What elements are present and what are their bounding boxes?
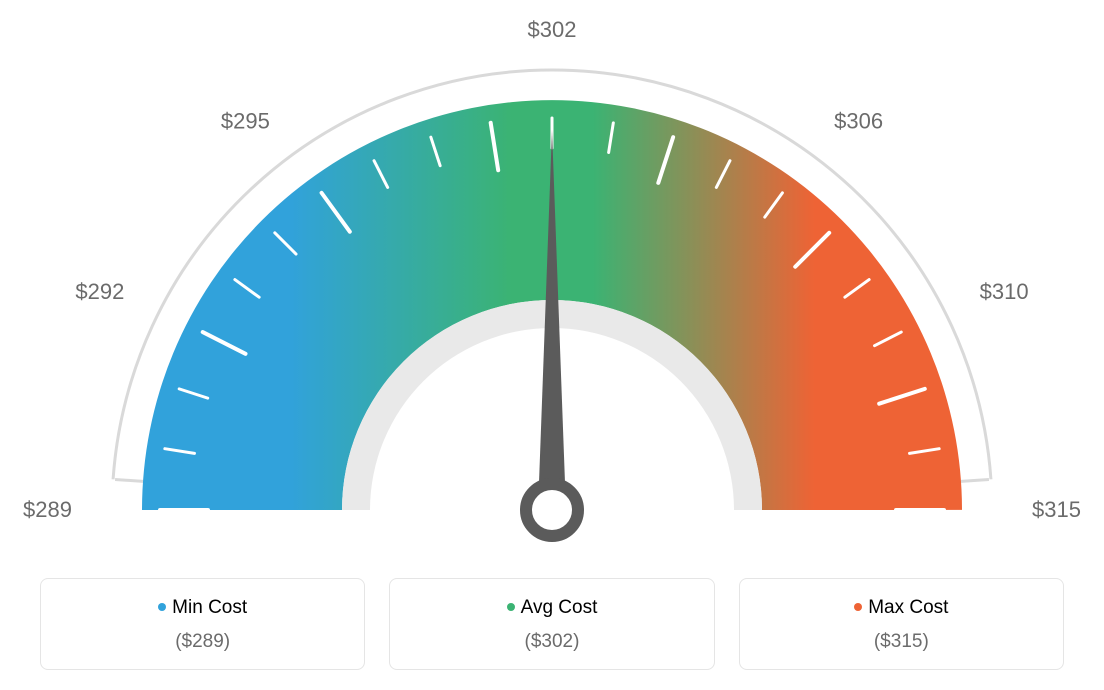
svg-text:$315: $315: [1032, 497, 1081, 522]
svg-text:$302: $302: [528, 17, 577, 42]
legend-value-max: ($315): [750, 631, 1053, 653]
legend-title-max: Max Cost: [868, 597, 948, 618]
svg-text:$310: $310: [980, 279, 1029, 304]
legend-row: Min Cost ($289) Avg Cost ($302) Max Cost…: [40, 578, 1064, 670]
legend-title-avg: Avg Cost: [521, 597, 598, 618]
legend-card-avg: Avg Cost ($302): [389, 578, 714, 670]
legend-title-min: Min Cost: [172, 597, 247, 618]
legend-value-avg: ($302): [400, 631, 703, 653]
legend-card-min: Min Cost ($289): [40, 578, 365, 670]
legend-value-min: ($289): [51, 631, 354, 653]
svg-text:$295: $295: [221, 109, 270, 134]
dot-avg: [507, 603, 515, 611]
dot-min: [158, 603, 166, 611]
legend-card-max: Max Cost ($315): [739, 578, 1064, 670]
svg-text:$289: $289: [23, 497, 72, 522]
svg-text:$306: $306: [834, 109, 883, 134]
dot-max: [854, 603, 862, 611]
cost-gauge-chart: $289 $292 $295 $302 $306 $310 $315: [0, 0, 1104, 560]
svg-text:$292: $292: [75, 279, 124, 304]
